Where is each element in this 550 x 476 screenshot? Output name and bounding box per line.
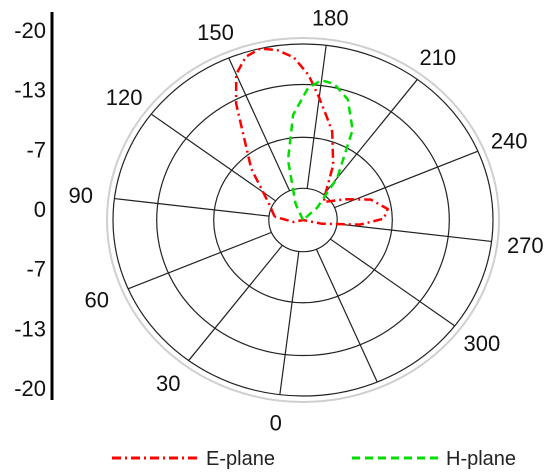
- angle-tick-label: 0: [270, 411, 282, 436]
- radial-tick-label: -13: [14, 316, 46, 341]
- angle-tick-labels: 0 30 60 90 120 150 180 210 240 270 300: [68, 6, 543, 436]
- angle-tick-label: 30: [156, 371, 180, 396]
- angle-tick-label: 270: [507, 233, 544, 258]
- series-line-h-plane: [286, 78, 354, 221]
- grid-spoke-270: [336, 223, 492, 243]
- angle-tick-label: 180: [312, 6, 349, 31]
- grid-spoke-240: [334, 150, 479, 209]
- grid-spoke-300: [329, 238, 456, 327]
- radial-tick-label: -20: [14, 18, 46, 43]
- radial-tick-label: -20: [14, 376, 46, 401]
- legend: E-plane H-plane: [112, 448, 516, 470]
- grid-spoke-330: [315, 248, 378, 383]
- radial-tick-label: -7: [26, 257, 46, 282]
- radial-tick-label: -13: [14, 78, 46, 103]
- series-layer: [234, 47, 389, 226]
- grid-spoke-90: [114, 197, 270, 217]
- grid-ring-4: [112, 43, 494, 397]
- grid-spoke-0: [279, 251, 300, 395]
- grid-spoke-180: [306, 45, 327, 189]
- angle-tick-label: 90: [68, 183, 92, 208]
- radial-tick-labels: -20 -13 -7 0 -7 -13 -20: [14, 18, 46, 401]
- radial-tick-label: 0: [34, 197, 46, 222]
- angle-tick-label: 60: [85, 288, 109, 313]
- radial-tick-label: -7: [26, 137, 46, 162]
- grid-ring-1: [268, 187, 338, 253]
- legend-label-e-plane: E-plane: [206, 448, 275, 470]
- legend-label-h-plane: H-plane: [446, 448, 516, 470]
- grid-ring-3: [156, 83, 450, 357]
- angle-tick-label: 240: [491, 128, 528, 153]
- angle-tick-label: 210: [419, 45, 456, 70]
- series-line-e-plane: [234, 47, 389, 226]
- grid-ring-2: [213, 136, 393, 304]
- angle-tick-label: 150: [197, 20, 234, 45]
- grid-spoke-210: [323, 79, 418, 196]
- grid-spoke-120: [150, 113, 277, 202]
- angle-tick-label: 120: [106, 85, 143, 110]
- grid-spoke-30: [188, 244, 283, 361]
- grid-spoke-60: [127, 231, 272, 290]
- grid-spoke-150: [228, 57, 291, 192]
- outer-rim: [106, 37, 500, 403]
- angle-tick-label: 300: [464, 331, 501, 356]
